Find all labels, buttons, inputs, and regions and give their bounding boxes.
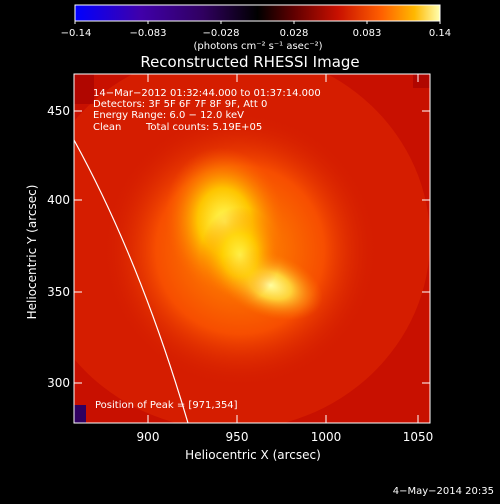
clean-label: Clean	[93, 122, 121, 133]
solar-limb-line	[74, 139, 189, 423]
y-tick-label: 350	[47, 285, 70, 299]
x-tick-label: 1050	[403, 430, 434, 444]
time-range-label: 14−Mar−2012 01:32:44.000 to 01:37:14.000	[93, 88, 321, 99]
x-tick-label: 900	[137, 430, 160, 444]
energy-range-label: Energy Range: 6.0 − 12.0 keV	[93, 110, 244, 121]
colorbar-scale	[74, 4, 441, 22]
colorbar-units: (photons cm⁻² s⁻¹ asec⁻²)	[193, 41, 322, 52]
peak-position-label: Position of Peak = [971,354]	[95, 400, 238, 411]
colorbar-tick-label: −0.14	[61, 28, 92, 39]
x-axis-ticks	[147, 74, 419, 423]
y-axis-ticks	[74, 110, 430, 384]
colorbar-tick-label: 0.028	[280, 28, 309, 39]
x-tick-label: 950	[226, 430, 249, 444]
colorbar: −0.14 −0.083 −0.028 0.028 0.083 0.14 (ph…	[61, 4, 451, 52]
x-axis-label: Heliocentric X (arcsec)	[185, 448, 321, 462]
x-tick-label: 1000	[311, 430, 342, 444]
colorbar-tick-label: 0.14	[429, 28, 451, 39]
detectors-label: Detectors: 3F 5F 6F 7F 8F 9F, Att 0	[93, 99, 267, 110]
colorbar-tick-label: −0.028	[202, 28, 239, 39]
colorbar-tick-label: −0.083	[129, 28, 166, 39]
rhessi-image	[74, 74, 430, 423]
plot-title: Reconstructed RHESSI Image	[140, 53, 359, 71]
y-tick-label: 300	[47, 376, 70, 390]
total-counts-label: Total counts: 5.19E+05	[145, 122, 262, 133]
y-tick-label: 400	[47, 193, 70, 207]
plot-frame	[73, 73, 431, 424]
colorbar-tick-label: 0.083	[353, 28, 382, 39]
y-tick-label: 450	[47, 104, 70, 118]
footer-date: 4−May−2014 20:35	[393, 486, 494, 497]
y-axis-label: Heliocentric Y (arcsec)	[25, 185, 39, 320]
